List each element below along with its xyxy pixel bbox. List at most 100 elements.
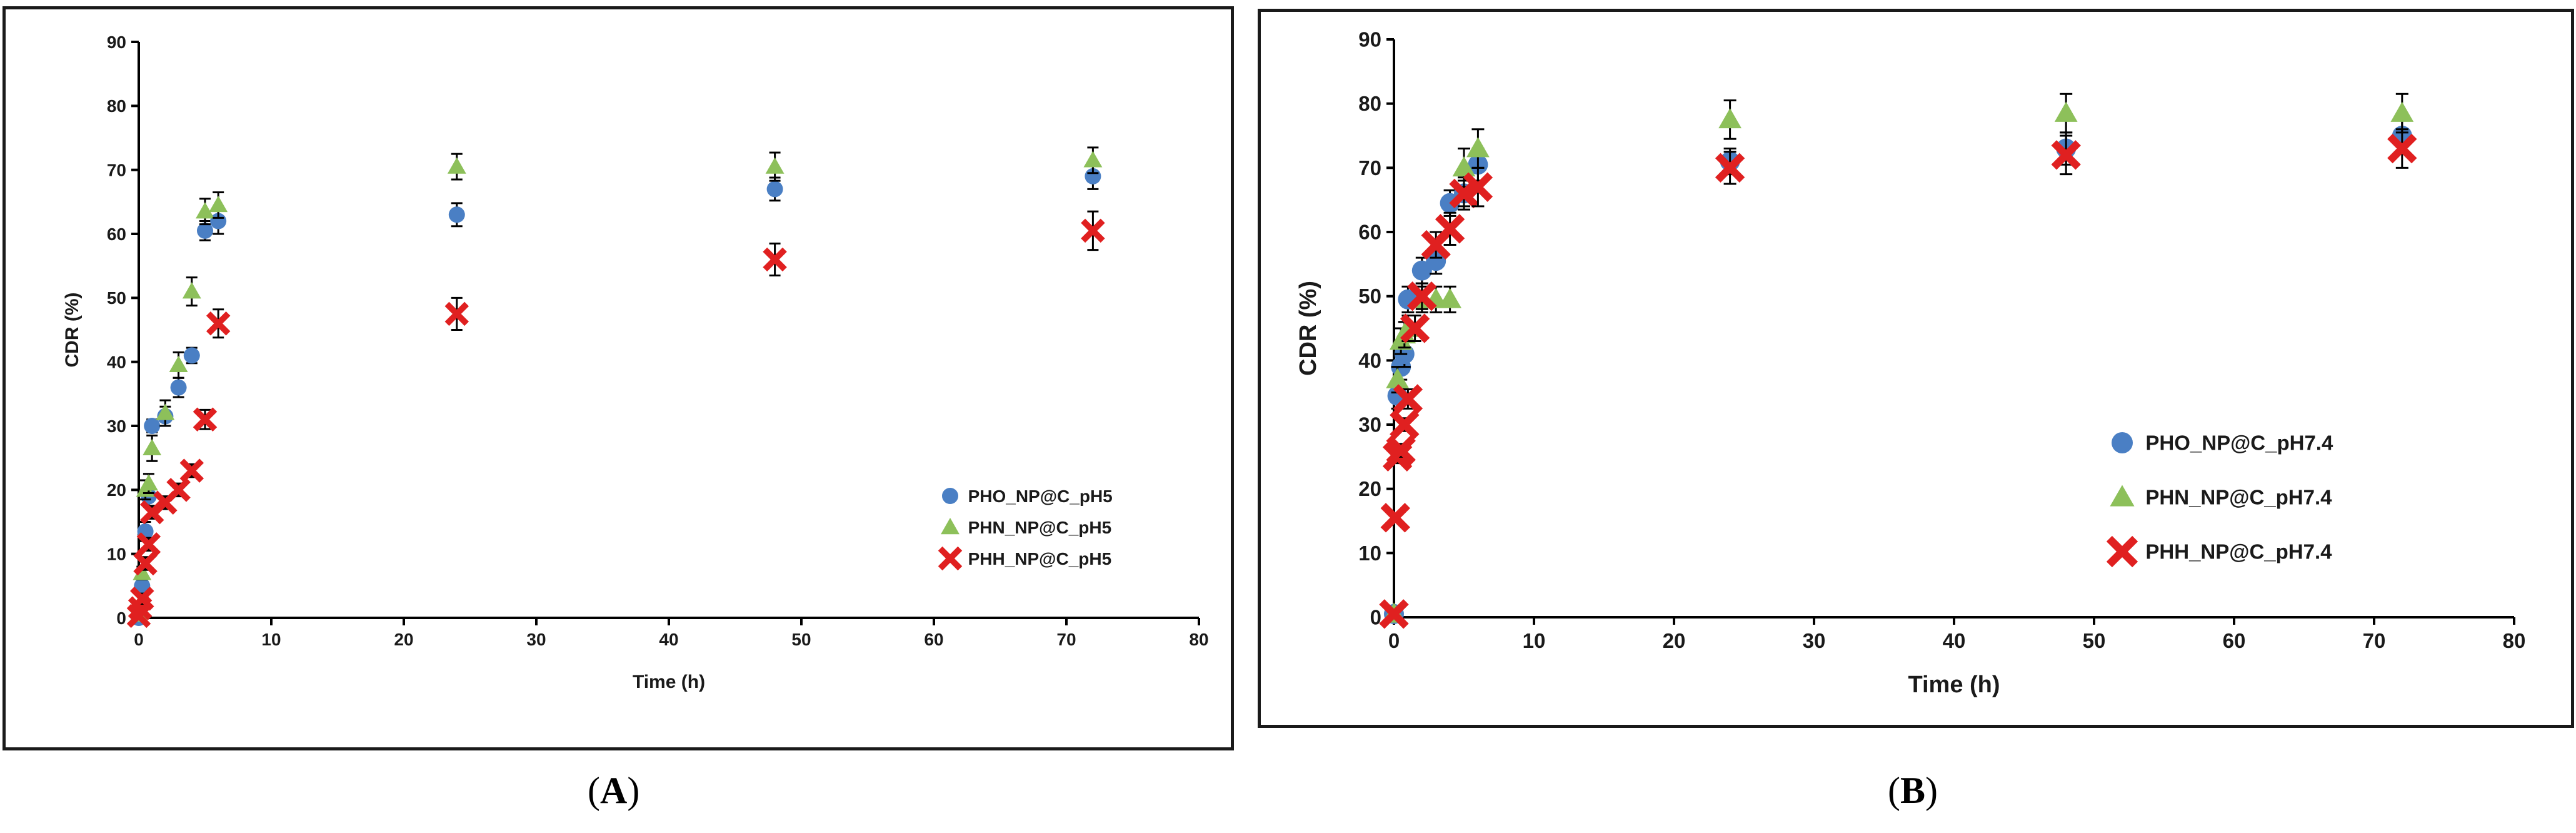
panel-a-data-point-triangle [209, 196, 228, 213]
panel-a-x-tick-label: 30 [526, 630, 546, 649]
panel-a-y-tick-label: 50 [107, 288, 126, 308]
panel-a-y-tick-label: 10 [107, 544, 126, 563]
panel-a-data-point-circle [197, 222, 213, 239]
panel-b-data-point-triangle [2390, 101, 2414, 122]
panel-b-data-point-x [1379, 599, 1409, 629]
panel-a-x-tick-label: 10 [261, 630, 281, 649]
panel-a-legend-marker [941, 518, 960, 535]
panel-b-y-tick-label: 60 [1358, 221, 1381, 244]
panel-a-data-point-circle [766, 181, 783, 198]
panel-b-x-axis-title: Time (h) [1908, 672, 2000, 698]
panel-b-legend-marker [2106, 535, 2138, 568]
panel-a-data-point-circle [183, 347, 200, 364]
panel-a-data-point-triangle [143, 438, 162, 456]
panel-a-data-point-triangle [1083, 151, 1103, 168]
panel-b-y-tick-label: 20 [1358, 477, 1381, 500]
panel-b-legend-marker [2112, 432, 2133, 453]
panel-a-y-axis-title: CDR (%) [62, 293, 83, 368]
panel-a-legend-marker [938, 546, 963, 571]
panel-b-data-point-circle [1411, 260, 1432, 281]
panel-b-x-tick-label: 10 [1523, 629, 1546, 652]
panel-a-x-tick-label: 20 [394, 630, 413, 649]
panel-a-data-point-triangle [182, 282, 201, 299]
panel-a-y-tick-label: 80 [107, 96, 126, 116]
panel-a-y-tick-label: 40 [107, 352, 126, 371]
panel-b-legend-label: PHH_NP@C_pH7.4 [2145, 540, 2332, 563]
panel-b-data-point-x [2051, 140, 2081, 170]
panel-a-y-tick-label: 30 [107, 416, 126, 436]
panel-b-x-tick-label: 60 [2223, 629, 2246, 652]
panel-a-data-point-triangle [139, 474, 158, 491]
panel-b-legend-marker [2110, 485, 2135, 507]
panel-a-data-point-x [1081, 218, 1105, 243]
panel-a-x-tick-label: 70 [1056, 630, 1076, 649]
panel-a-legend-label: PHH_NP@C_pH5 [968, 549, 1112, 568]
panel-b-data-point-triangle [1718, 108, 1742, 129]
panel-b-x-tick-label: 0 [1388, 629, 1400, 652]
panel-a-y-tick-label: 70 [107, 160, 126, 179]
panel-a-caption-letter: A [599, 770, 628, 811]
panel-b-x-tick-label: 80 [2503, 629, 2526, 652]
panel-a-data-point-x [444, 301, 469, 326]
panel-a-x-tick-label: 80 [1189, 630, 1208, 649]
panel-b-data-point-x [1463, 172, 1493, 202]
panel-b-y-axis-title: CDR (%) [1295, 281, 1321, 376]
panel-b-data-point-x [1393, 384, 1423, 414]
panel-b-y-tick-label: 10 [1358, 542, 1381, 565]
panel-a-data-point-x [179, 458, 204, 483]
panel-a-data-point-circle [134, 577, 151, 594]
panel-b-caption-letter: B [1900, 770, 1926, 811]
panel-a-data-point-x [206, 311, 231, 336]
panel-a-data-point-x [133, 551, 158, 576]
panel-a-x-tick-label: 0 [134, 630, 144, 649]
panel-a-x-axis-title: Time (h) [633, 672, 705, 692]
panel-a-y-tick-label: 90 [107, 33, 126, 52]
panel-b-y-tick-label: 80 [1358, 92, 1381, 115]
panel-b-data-point-triangle [1438, 288, 1461, 308]
panel-a-frame [3, 6, 1234, 750]
panel-a-data-point-x [193, 407, 218, 432]
panel-a-data-point-triangle [133, 563, 152, 580]
panel-b-y-tick-label: 70 [1358, 156, 1381, 179]
panel-b-y-tick-label: 0 [1370, 606, 1381, 629]
panel-b-data-point-x [1407, 281, 1437, 311]
panel-a-legend-label: PHN_NP@C_pH5 [968, 518, 1112, 537]
panel-a-data-point-circle [144, 418, 161, 434]
panel-a-x-tick-label: 60 [924, 630, 943, 649]
panel-b-data-point-x [2387, 133, 2417, 164]
panel-a-legend-label: PHO_NP@C_pH5 [968, 487, 1113, 506]
panel-b-caption: (B) [1888, 770, 1938, 811]
panel-a-data-point-triangle [196, 202, 214, 219]
panel-b-data-point-x [1400, 313, 1430, 343]
panel-a-data-point-x [130, 587, 154, 611]
panel-b-data-point-x [1435, 214, 1465, 244]
panel-b-data-point-triangle [1452, 156, 1476, 177]
panel-a-data-point-triangle [765, 157, 784, 174]
panel-a-caption: (A) [588, 770, 640, 811]
panel-b-data-point-x [1715, 153, 1745, 183]
panel-b-legend-label: PHO_NP@C_pH7.4 [2145, 432, 2333, 455]
panel-b-y-tick-label: 30 [1358, 413, 1381, 437]
panel-b-data-point-x [1386, 435, 1416, 465]
panel-a-y-tick-label: 60 [107, 225, 126, 244]
panel-a-x-tick-label: 40 [659, 630, 678, 649]
panel-a-data-point-circle [170, 379, 187, 396]
panel-a-data-point-x [763, 247, 787, 272]
panel-a-data-point-triangle [156, 403, 175, 420]
panel-a-data-point-circle [448, 206, 465, 223]
panel-b-x-tick-label: 70 [2363, 629, 2386, 652]
panel-b-y-tick-label: 40 [1358, 349, 1381, 372]
panel-a-data-point-triangle [169, 355, 188, 372]
panel-a-data-point-triangle [447, 157, 466, 174]
panel-b-data-point-triangle [1466, 137, 1490, 158]
panel-a-legend-marker [942, 488, 958, 504]
panel-b-data-point-x [1390, 410, 1420, 440]
panel-b-x-tick-label: 50 [2083, 629, 2106, 652]
panel-b-data-point-triangle [1386, 368, 1409, 388]
panel-a-x-tick-label: 50 [791, 630, 811, 649]
panel-b-y-tick-label: 90 [1358, 28, 1381, 51]
panel-a-y-tick-label: 20 [107, 480, 126, 500]
panel-b-x-tick-label: 20 [1663, 629, 1686, 652]
